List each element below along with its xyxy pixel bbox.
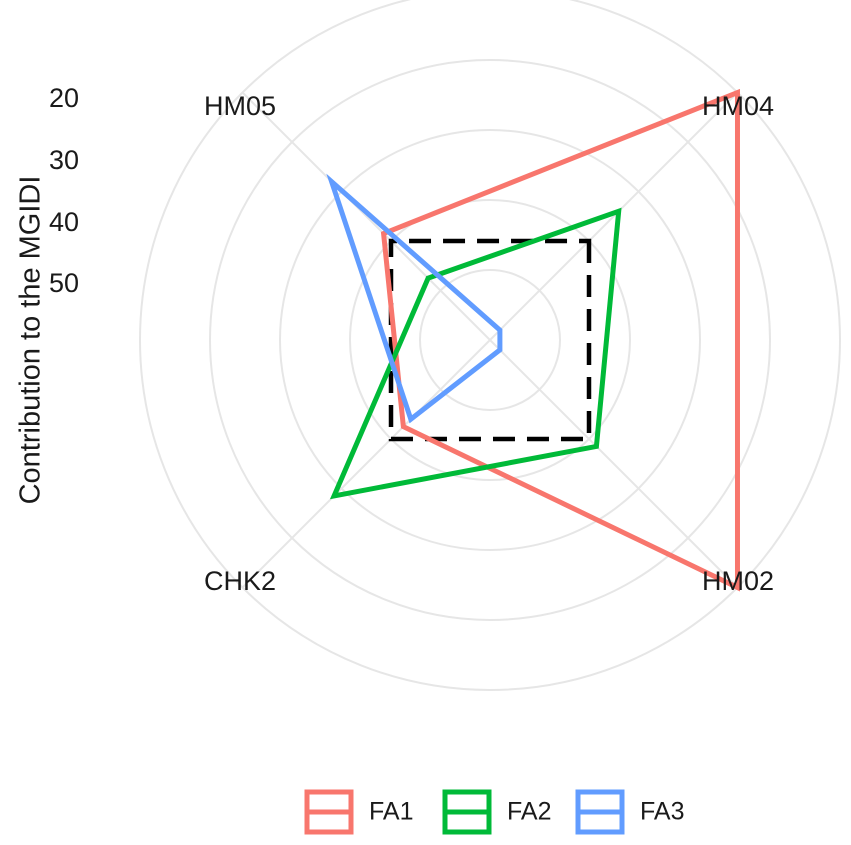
category-label-chk2: CHK2 <box>204 566 276 596</box>
grid-circle <box>139 0 841 691</box>
category-label-hm04: HM04 <box>702 91 774 121</box>
category-label-hm05: HM05 <box>204 91 276 121</box>
grid-circle <box>419 269 561 411</box>
tick-label-40: 40 <box>49 207 79 237</box>
legend-label: FA3 <box>640 798 684 826</box>
series-layer <box>326 88 740 592</box>
legend-item-fa3: FA3 <box>575 789 684 835</box>
reference-dashed-square <box>388 238 592 442</box>
series-fa3-polygon <box>326 173 503 424</box>
series-fa1-polygon <box>380 88 740 592</box>
radar-grid <box>139 0 841 691</box>
radar-spokes <box>241 91 739 589</box>
legend-label: FA2 <box>507 798 551 826</box>
reference-polygon <box>388 238 592 442</box>
grid-circle <box>209 59 771 621</box>
legend-label: FA1 <box>369 798 413 826</box>
series-fa2-polygon <box>329 207 622 500</box>
spoke-line <box>489 339 739 589</box>
grid-circle <box>349 199 631 481</box>
grid-circle <box>279 129 701 551</box>
legend-item-fa1: FA1 <box>304 789 413 835</box>
category-labels: HM04 HM02 CHK2 HM05 <box>204 91 774 596</box>
legend: FA1 FA2 FA3 <box>304 789 684 835</box>
tick-label-20: 20 <box>49 83 79 113</box>
legend-item-fa2: FA2 <box>442 789 551 835</box>
tick-label-50: 50 <box>49 268 79 298</box>
tick-label-30: 30 <box>49 145 79 175</box>
spoke-line <box>241 339 491 589</box>
spoke-line <box>241 91 491 341</box>
y-axis-title: Contribution to the MGIDI <box>15 176 47 505</box>
spoke-line <box>489 91 739 341</box>
category-label-hm02: HM02 <box>702 566 774 596</box>
tick-labels: 20 30 40 50 <box>49 83 79 298</box>
